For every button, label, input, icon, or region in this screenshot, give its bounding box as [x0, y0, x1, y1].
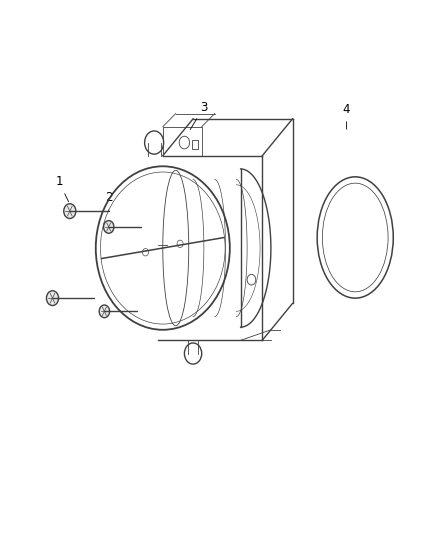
Text: 3: 3	[190, 101, 208, 130]
Circle shape	[64, 204, 76, 219]
Circle shape	[99, 305, 110, 318]
Circle shape	[46, 291, 59, 305]
Text: 2: 2	[105, 191, 113, 211]
Bar	[192, 140, 198, 149]
Text: 4: 4	[343, 103, 350, 129]
Circle shape	[103, 221, 114, 233]
Text: 1: 1	[55, 175, 69, 202]
